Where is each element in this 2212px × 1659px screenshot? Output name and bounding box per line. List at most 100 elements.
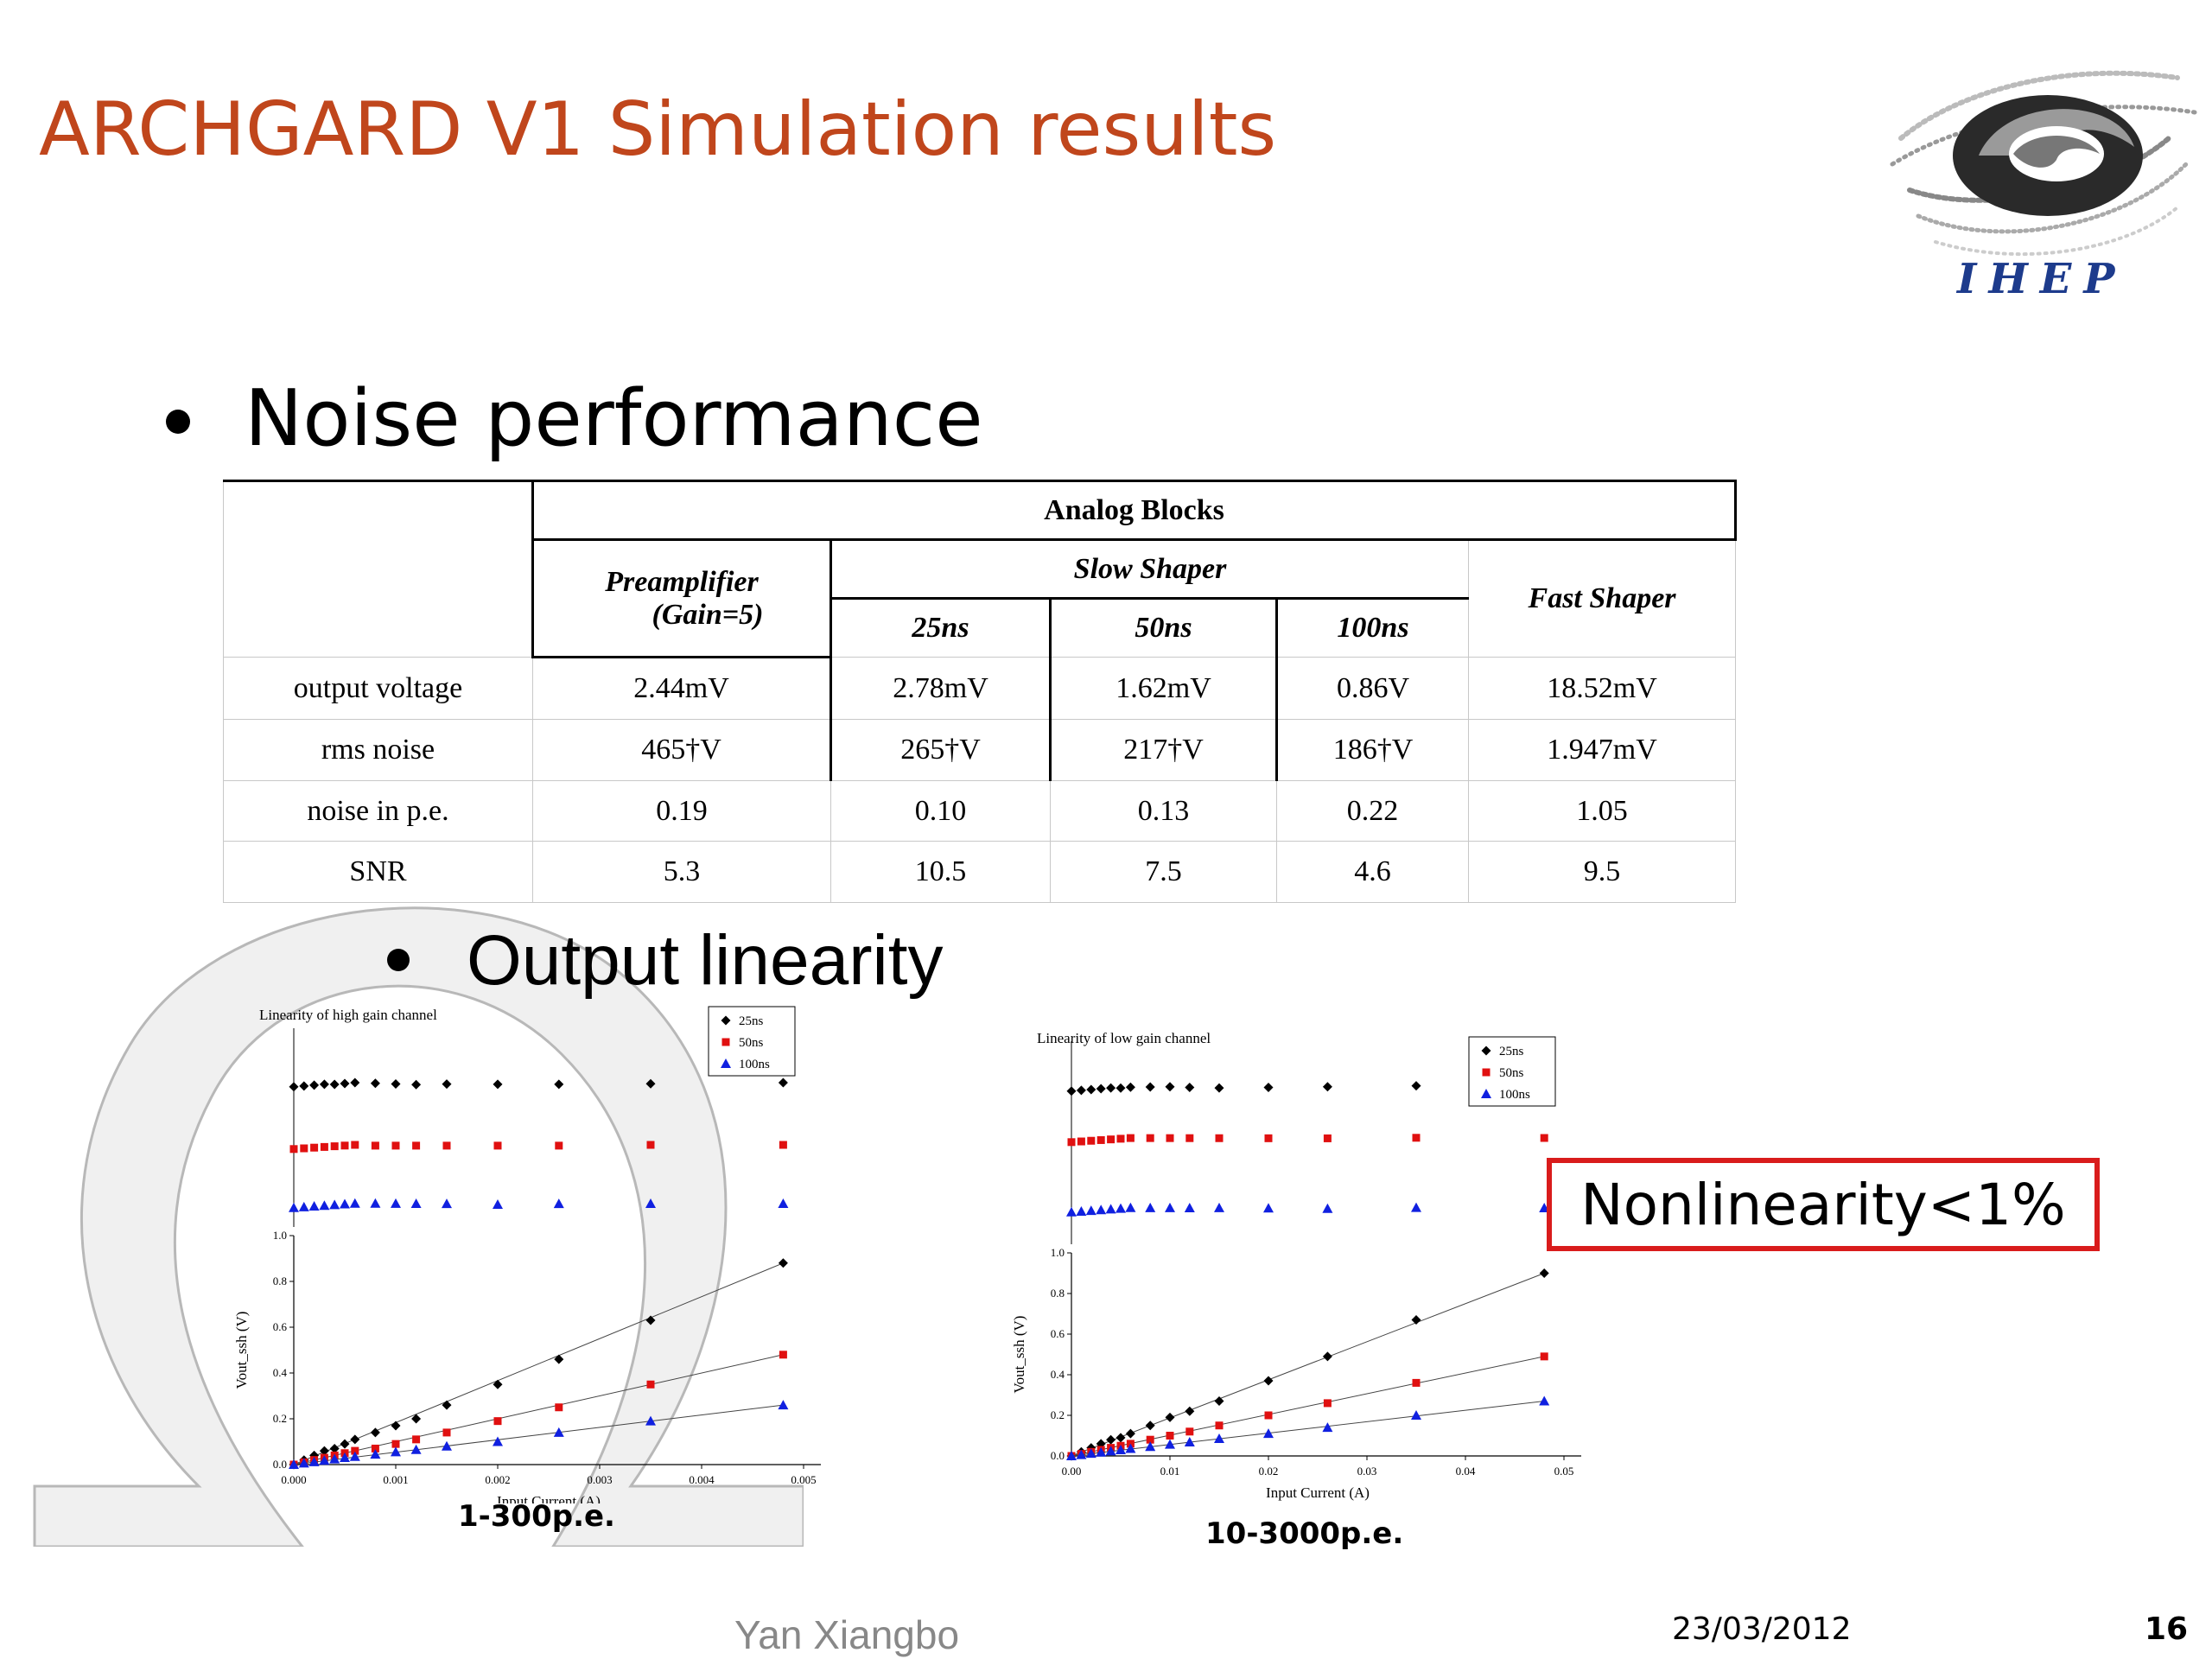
residual-point bbox=[553, 1198, 564, 1209]
residual-point bbox=[319, 1079, 329, 1090]
legend-marker bbox=[721, 1015, 731, 1026]
residual-point bbox=[493, 1141, 502, 1150]
caption-low-gain: 10-3000p.e. bbox=[1205, 1516, 1404, 1551]
table-cell: 186†V bbox=[1275, 719, 1469, 781]
table-corner-cell bbox=[223, 480, 533, 658]
table-cell: 0.86V bbox=[1275, 656, 1469, 721]
x-tick-label: 0.05 bbox=[1554, 1465, 1574, 1478]
residual-point bbox=[778, 1198, 789, 1208]
residual-point bbox=[391, 1078, 401, 1089]
residual-point bbox=[1411, 1202, 1421, 1212]
data-point bbox=[350, 1434, 360, 1445]
chart-title: Linearity of high gain channel bbox=[259, 1007, 437, 1023]
data-point bbox=[1166, 1432, 1174, 1440]
data-point bbox=[1105, 1446, 1116, 1456]
chart-title: Linearity of low gain channel bbox=[1037, 1030, 1211, 1046]
bullet-icon bbox=[166, 410, 190, 434]
y-tick-label: 0.6 bbox=[1051, 1327, 1065, 1340]
table-cell: 1.05 bbox=[1467, 779, 1737, 842]
residual-point bbox=[1076, 1205, 1087, 1216]
residual-point bbox=[289, 1145, 298, 1154]
residual-point bbox=[391, 1141, 400, 1150]
table-cell: 2.78mV bbox=[830, 656, 1051, 721]
data-point bbox=[391, 1421, 401, 1431]
data-point bbox=[1116, 1433, 1126, 1443]
legend-marker bbox=[721, 1058, 731, 1068]
residual-point bbox=[1540, 1134, 1548, 1142]
data-point bbox=[319, 1446, 329, 1456]
residual-point bbox=[1411, 1081, 1421, 1091]
x-tick-label: 0.01 bbox=[1160, 1465, 1180, 1478]
residual-point bbox=[1215, 1134, 1224, 1142]
y-tick-label: 1.0 bbox=[273, 1229, 287, 1242]
y-axis-label: Vout_ssh (V) bbox=[1011, 1316, 1027, 1394]
residual-point bbox=[329, 1199, 340, 1210]
y-tick-label: 0.0 bbox=[273, 1458, 287, 1471]
residual-point bbox=[298, 1201, 309, 1211]
residual-point bbox=[1085, 1205, 1096, 1216]
data-point bbox=[779, 1351, 787, 1359]
data-point bbox=[370, 1427, 380, 1438]
x-tick-label: 0.002 bbox=[485, 1473, 510, 1486]
residual-point bbox=[340, 1078, 350, 1089]
residual-point bbox=[1184, 1202, 1195, 1212]
data-point bbox=[1263, 1376, 1274, 1386]
residual-point bbox=[320, 1142, 328, 1151]
residual-point bbox=[1087, 1136, 1096, 1145]
residual-point bbox=[349, 1198, 360, 1208]
residual-point bbox=[370, 1078, 380, 1089]
residual-point bbox=[1096, 1135, 1105, 1144]
table-cell: 4.6 bbox=[1276, 841, 1469, 903]
data-point bbox=[1322, 1351, 1332, 1362]
residual-point bbox=[1323, 1134, 1332, 1142]
residual-point bbox=[1185, 1083, 1195, 1093]
residual-point bbox=[289, 1082, 299, 1092]
residual-point bbox=[1322, 1082, 1332, 1092]
legend-label: 100ns bbox=[1499, 1088, 1530, 1102]
y-tick-label: 1.0 bbox=[1051, 1246, 1065, 1259]
preamp-gain-label: (Gain=5) bbox=[652, 598, 764, 631]
table-cell: 0.19 bbox=[532, 779, 831, 842]
data-point bbox=[340, 1452, 350, 1463]
data-point bbox=[778, 1258, 788, 1268]
residual-point bbox=[329, 1079, 340, 1090]
residual-point bbox=[1263, 1203, 1274, 1213]
residual-point bbox=[1096, 1084, 1106, 1094]
residual-point bbox=[442, 1198, 452, 1209]
residual-point bbox=[299, 1081, 309, 1091]
data-point bbox=[442, 1428, 451, 1437]
header-100ns: 100ns bbox=[1275, 598, 1469, 658]
residual-point bbox=[442, 1079, 452, 1090]
data-point bbox=[1145, 1441, 1156, 1452]
data-point bbox=[1185, 1406, 1195, 1416]
residual-point bbox=[1076, 1085, 1086, 1096]
residual-point bbox=[309, 1080, 320, 1090]
residual-point bbox=[340, 1141, 349, 1150]
chart-high-gain: Linearity of high gain channel 0.000 0.001… bbox=[233, 1006, 821, 1503]
residual-point bbox=[493, 1199, 503, 1209]
residual-point bbox=[1145, 1082, 1155, 1092]
x-tick-label: 0.003 bbox=[587, 1473, 612, 1486]
residual-point bbox=[340, 1198, 350, 1209]
table-row: SNR 5.3 10.5 7.5 4.6 9.5 bbox=[223, 841, 1737, 903]
data-point bbox=[1125, 1443, 1136, 1453]
data-point bbox=[349, 1451, 360, 1461]
y-tick-label: 0.4 bbox=[273, 1366, 288, 1379]
data-point bbox=[1412, 1378, 1421, 1387]
data-point bbox=[1539, 1268, 1549, 1278]
table-row: output voltage 2.44mV 2.78mV 1.62mV 0.86… bbox=[223, 656, 1737, 721]
data-point bbox=[1323, 1399, 1332, 1408]
table-cell: 2.44mV bbox=[532, 656, 831, 721]
x-tick-label: 0.001 bbox=[383, 1473, 408, 1486]
data-point bbox=[1185, 1427, 1194, 1436]
data-point bbox=[1106, 1434, 1116, 1445]
residual-point bbox=[1107, 1135, 1116, 1144]
x-tick-label: 0.04 bbox=[1456, 1465, 1476, 1478]
y-tick-label: 0.4 bbox=[1051, 1368, 1065, 1381]
residual-point bbox=[391, 1198, 401, 1208]
data-point bbox=[493, 1417, 502, 1426]
header-50ns: 50ns bbox=[1049, 598, 1277, 658]
fit-line bbox=[1071, 1356, 1545, 1457]
data-point bbox=[329, 1443, 340, 1453]
data-point bbox=[442, 1400, 452, 1410]
